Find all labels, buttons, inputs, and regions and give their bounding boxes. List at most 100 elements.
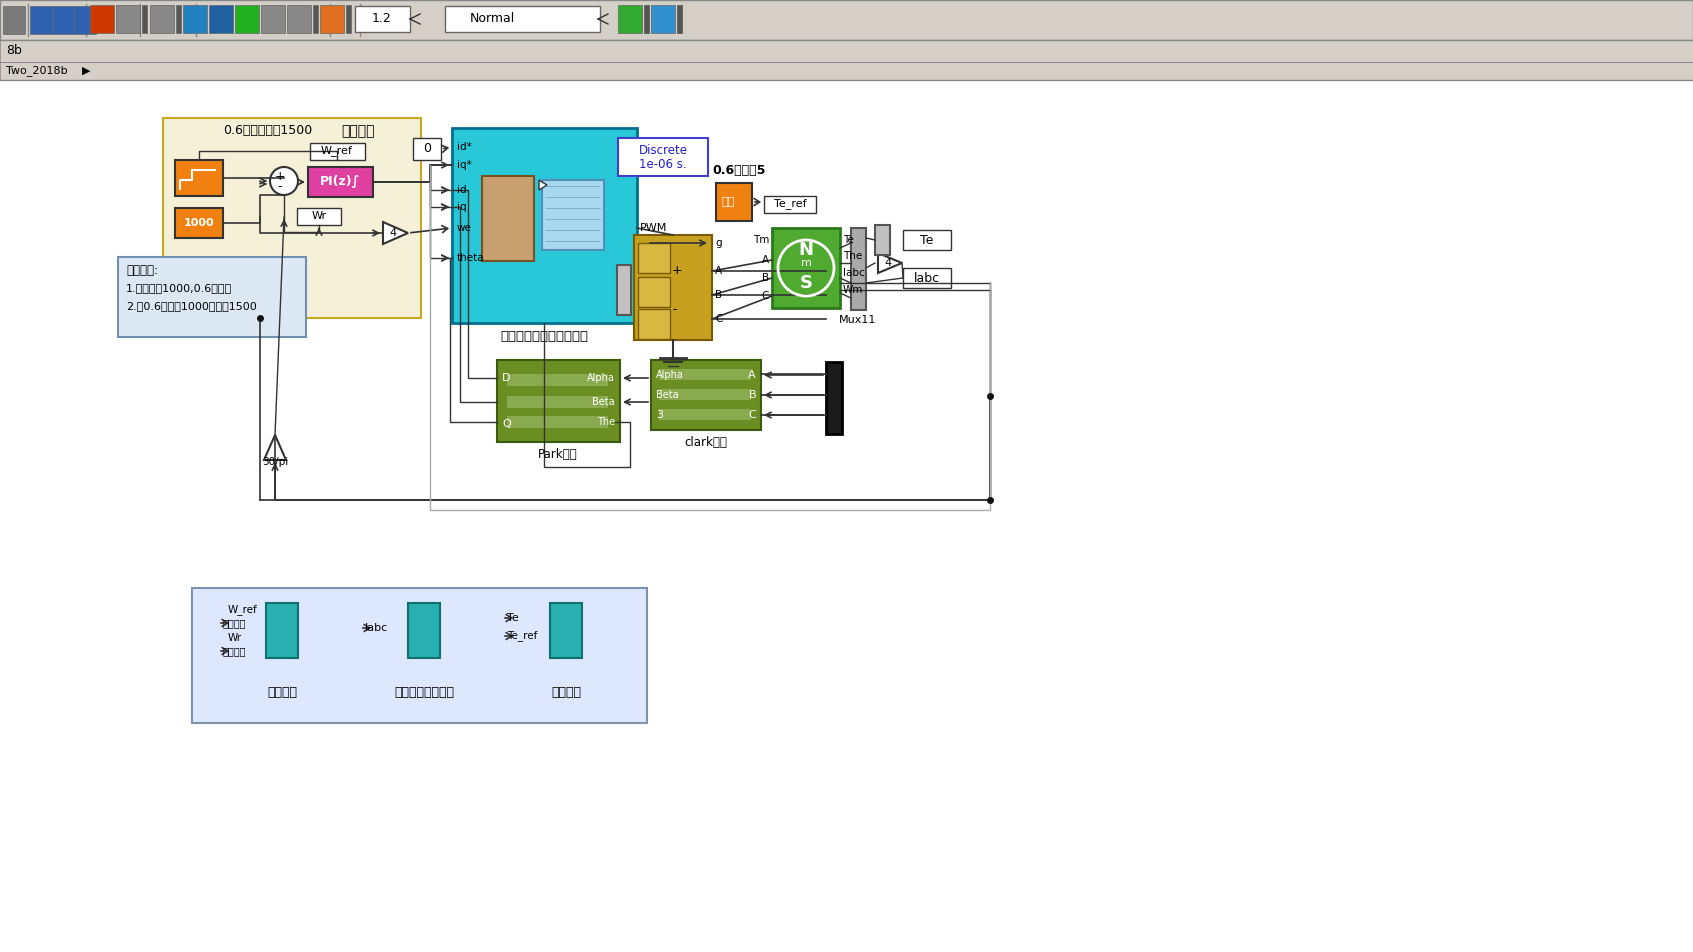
Text: 三相定子电流波形: 三相定子电流波形	[394, 686, 454, 700]
Text: 0: 0	[423, 143, 432, 155]
Text: 30/pi: 30/pi	[262, 457, 288, 467]
Text: 1.给定转速1000,0.6秒带载: 1.给定转速1000,0.6秒带载	[125, 283, 232, 293]
Bar	[506, 396, 608, 408]
Bar	[52, 6, 74, 34]
Text: Beta: Beta	[655, 390, 679, 400]
Bar	[30, 6, 52, 34]
Text: labc: labc	[843, 268, 865, 278]
Text: clark变换: clark变换	[684, 435, 728, 448]
Bar	[902, 268, 951, 288]
Bar	[163, 118, 422, 318]
Bar	[677, 5, 682, 33]
Bar	[413, 138, 440, 160]
Bar	[875, 225, 891, 255]
Bar	[659, 409, 752, 420]
Bar	[308, 167, 372, 197]
Bar	[638, 309, 670, 339]
Text: A: A	[748, 370, 757, 380]
Bar	[652, 360, 760, 430]
Text: 实际转速: 实际转速	[223, 646, 247, 656]
Text: 转速波形: 转速波形	[267, 686, 296, 700]
Bar	[345, 5, 350, 33]
Polygon shape	[264, 435, 286, 460]
Text: 0.6秒转速阶跃1500: 0.6秒转速阶跃1500	[223, 125, 312, 137]
Text: Wr: Wr	[312, 211, 327, 221]
Text: iq: iq	[457, 202, 467, 212]
Text: m: m	[801, 258, 811, 268]
Text: A: A	[762, 255, 769, 265]
Text: Mux11: Mux11	[840, 315, 877, 325]
Bar	[716, 183, 752, 221]
Bar	[659, 369, 752, 380]
Bar	[176, 5, 181, 33]
Text: N: N	[799, 241, 814, 259]
Text: Wm: Wm	[843, 285, 863, 295]
Text: id: id	[457, 185, 467, 195]
Text: B: B	[714, 290, 723, 300]
Bar	[0, 40, 1693, 62]
Text: theta: theta	[457, 253, 484, 263]
Bar	[633, 235, 713, 340]
Text: A: A	[714, 266, 723, 276]
Bar	[616, 265, 631, 315]
Bar	[659, 389, 752, 400]
Text: 1.2: 1.2	[372, 12, 391, 26]
Bar	[3, 6, 25, 34]
Text: S: S	[799, 274, 813, 292]
Text: +: +	[672, 265, 682, 277]
Bar	[452, 128, 637, 323]
Bar	[90, 5, 113, 33]
Text: Tm: Tm	[753, 235, 769, 245]
Text: Wr: Wr	[229, 633, 242, 643]
Text: C: C	[748, 410, 757, 420]
Bar	[119, 257, 306, 337]
Polygon shape	[879, 253, 902, 273]
Text: g: g	[714, 238, 721, 248]
Text: W_ref: W_ref	[229, 605, 257, 615]
Text: 转矩: 转矩	[721, 197, 735, 207]
Text: B: B	[748, 390, 757, 400]
Text: 2.在0.6秒转速1000阶跃至1500: 2.在0.6秒转速1000阶跃至1500	[125, 301, 257, 311]
Bar	[174, 208, 223, 238]
Text: labc: labc	[914, 271, 940, 285]
Text: PI(z)∫: PI(z)∫	[320, 175, 361, 188]
Text: Te: Te	[506, 613, 518, 623]
Bar	[310, 143, 366, 160]
Text: W_ref: W_ref	[322, 146, 352, 156]
Bar	[191, 588, 647, 723]
Text: Normal: Normal	[471, 12, 515, 26]
Text: Te: Te	[843, 235, 853, 245]
Text: 4: 4	[884, 258, 892, 268]
Text: PWM: PWM	[640, 223, 667, 233]
Text: Q: Q	[503, 419, 511, 429]
Bar	[261, 5, 284, 33]
Text: Te_ref: Te_ref	[506, 630, 537, 642]
Text: Te: Te	[921, 233, 933, 247]
Bar	[852, 228, 867, 310]
Bar	[506, 374, 608, 386]
Bar	[483, 176, 533, 261]
Bar	[826, 362, 841, 434]
Text: The: The	[843, 251, 862, 261]
Text: Te_ref: Te_ref	[774, 199, 806, 209]
Bar	[0, 62, 1693, 80]
Bar	[142, 5, 147, 33]
Bar	[174, 160, 223, 196]
Bar	[74, 6, 97, 34]
Bar	[618, 5, 642, 33]
Text: B: B	[762, 273, 769, 283]
Text: C: C	[762, 291, 769, 301]
Text: -: -	[278, 181, 283, 193]
Bar	[902, 230, 951, 250]
Bar	[618, 138, 708, 176]
Bar	[296, 208, 340, 225]
Text: id*: id*	[457, 142, 472, 152]
Polygon shape	[538, 180, 547, 190]
Bar	[652, 5, 676, 33]
Text: we: we	[457, 223, 472, 233]
Text: Discrete: Discrete	[638, 145, 687, 157]
Bar	[266, 603, 298, 658]
Bar	[764, 196, 816, 213]
Bar	[445, 6, 599, 32]
Text: 1e-06 s.: 1e-06 s.	[640, 158, 687, 171]
